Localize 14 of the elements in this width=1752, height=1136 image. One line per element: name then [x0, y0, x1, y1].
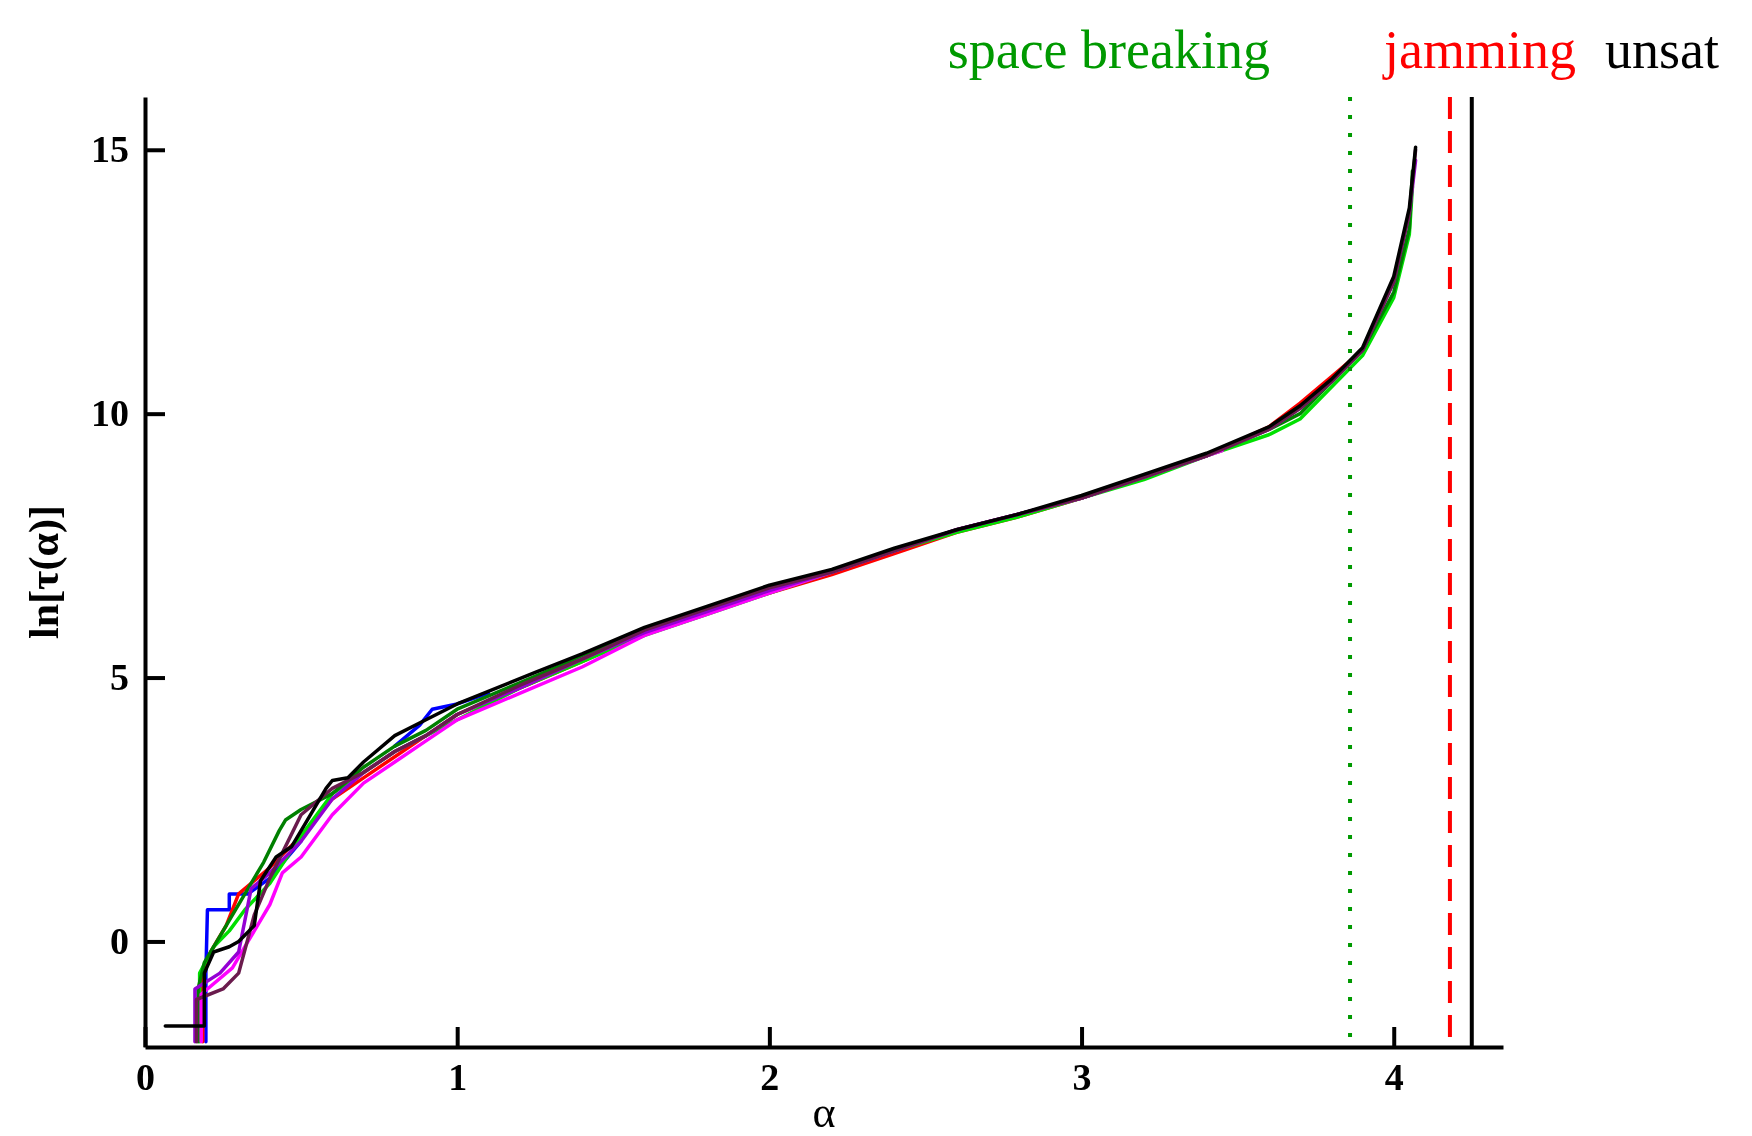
- x-axis-title: α: [812, 1088, 836, 1136]
- x-tick-label: 3: [1072, 1055, 1092, 1098]
- x-tick-label: 2: [760, 1055, 780, 1098]
- x-tick-label: 1: [448, 1055, 468, 1098]
- y-tick-label: 0: [110, 920, 129, 963]
- y-tick-label: 15: [91, 128, 129, 171]
- x-tick-label: 4: [1384, 1055, 1404, 1098]
- y-tick-label: 5: [110, 656, 129, 699]
- y-axis-title: ln[τ(α)]: [21, 505, 68, 639]
- ref-line-label: unsat: [1604, 20, 1719, 80]
- ref-line-label: space breaking: [947, 20, 1271, 80]
- x-tick-label: 0: [136, 1055, 155, 1098]
- y-tick-label: 10: [91, 392, 129, 435]
- ref-line-label: jamming: [1381, 20, 1576, 80]
